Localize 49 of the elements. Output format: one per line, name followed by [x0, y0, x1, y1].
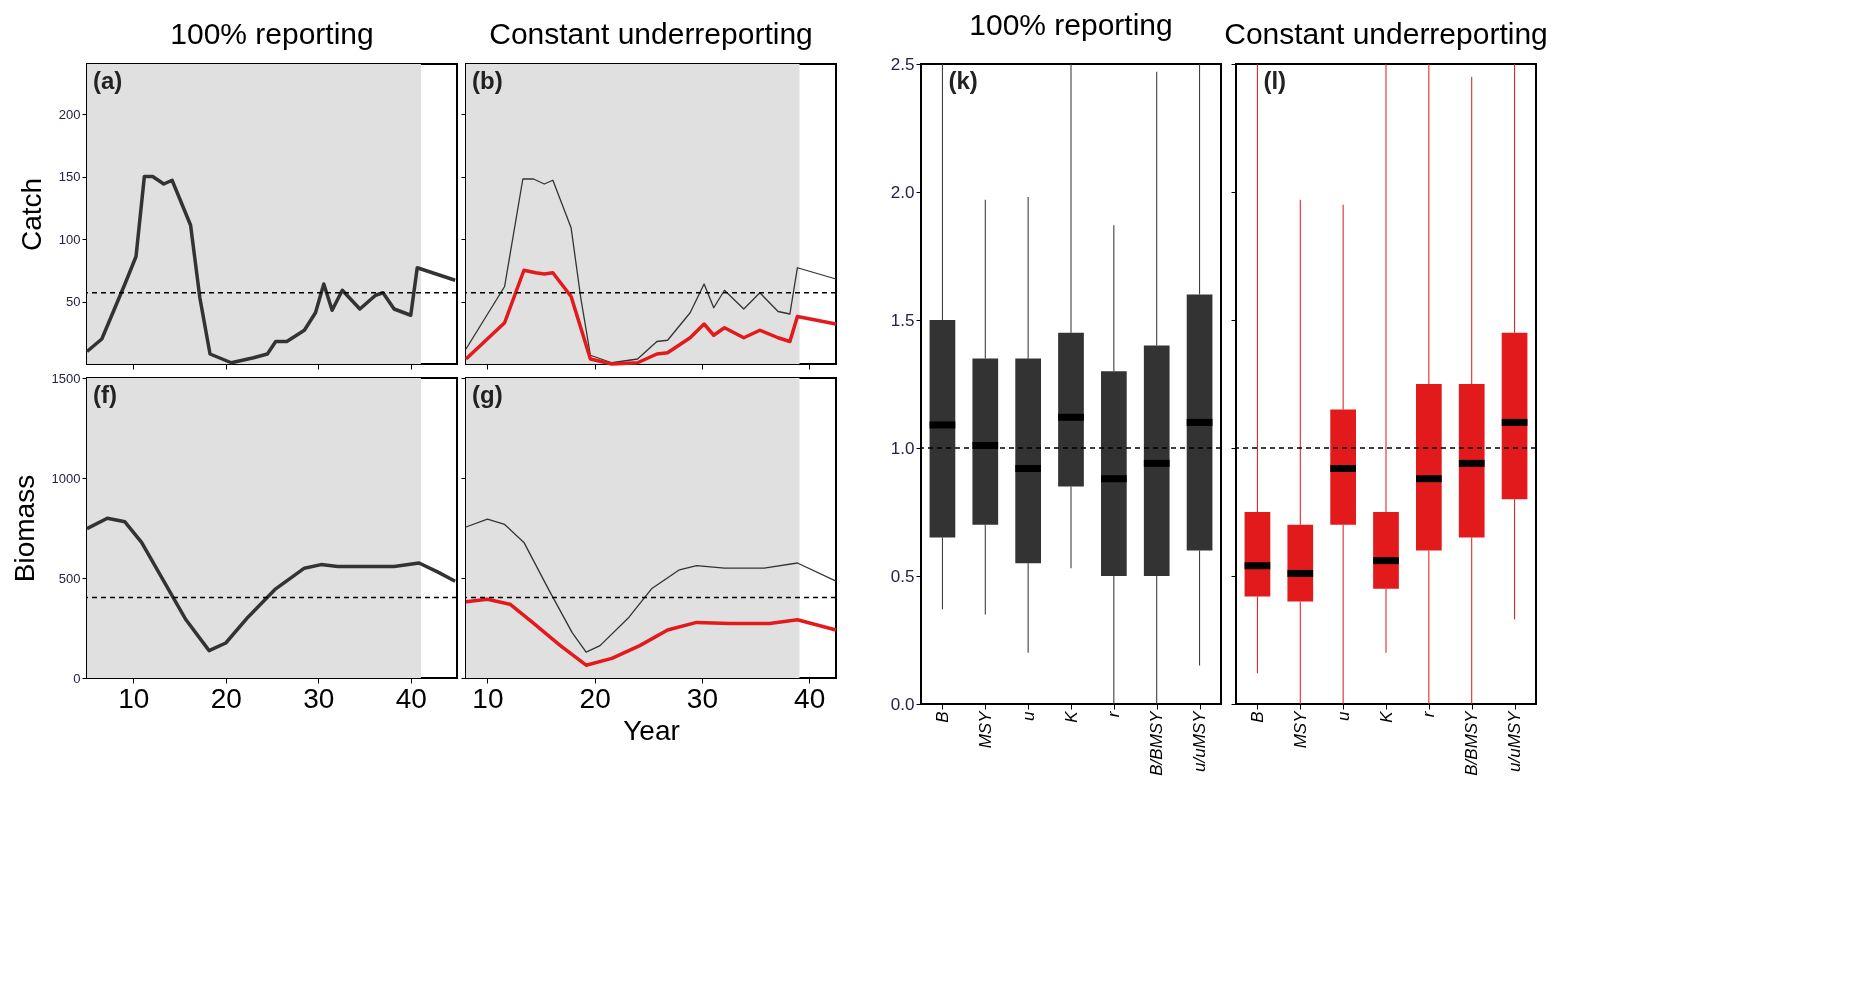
- x-axis-title: Year: [623, 714, 680, 746]
- y-tick-label: 2.0: [890, 182, 915, 202]
- x-tick-label: 30: [686, 682, 719, 714]
- y-axis-title: Biomass: [8, 474, 40, 583]
- x-tick-label: 20: [579, 682, 611, 714]
- annotation: (l): [1263, 67, 1287, 94]
- annotation: (g): [472, 381, 503, 408]
- chart-title: 100% reporting: [170, 17, 374, 50]
- x-tick-label: r: [1419, 710, 1439, 718]
- x-tick-label: B: [1247, 711, 1267, 723]
- x-tick-label: K: [1061, 710, 1081, 723]
- y-tick-label: 1000: [51, 470, 81, 486]
- x-tick-label: B: [932, 711, 952, 723]
- y-tick-label: 50: [66, 294, 81, 309]
- x-tick-label: 40: [794, 682, 826, 714]
- y-tick-label: 200: [58, 106, 81, 122]
- annotation: (b): [472, 67, 503, 94]
- y-tick-label: 0.0: [890, 694, 915, 714]
- x-tick-label: u/uMSY: [1190, 709, 1210, 772]
- annotation: (k): [948, 67, 978, 94]
- x-tick-label: r: [1104, 710, 1124, 718]
- y-tick-label: 1.0: [890, 438, 915, 458]
- annotation: (a): [93, 67, 123, 94]
- y-tick-label: 2.5: [890, 54, 915, 74]
- x-tick-label: MSY: [975, 709, 995, 749]
- x-tick-label: MSY: [1290, 709, 1310, 749]
- x-tick-label: B/BMSY: [1462, 709, 1482, 776]
- y-axis-title: Catch: [15, 177, 47, 252]
- x-tick-label: B/BMSY: [1147, 709, 1167, 776]
- x-tick-label: u: [1018, 710, 1038, 721]
- x-tick-label: 30: [303, 682, 335, 714]
- chart-title: Constant underreporting: [1224, 16, 1548, 50]
- annotation: (f): [93, 381, 117, 408]
- x-tick-label: 10: [118, 682, 150, 714]
- y-tick-label: 0: [73, 670, 81, 686]
- y-tick-label: 100: [58, 231, 81, 247]
- y-tick-label: 0.5: [890, 566, 915, 586]
- x-tick-label: u: [1333, 710, 1353, 721]
- chart-title: 100% reporting: [969, 8, 1173, 41]
- y-tick-label: 150: [58, 169, 81, 184]
- x-tick-label: K: [1376, 710, 1396, 723]
- chart-title: Constant underreporting: [489, 17, 813, 50]
- y-tick-label: 500: [58, 570, 81, 586]
- x-tick-label: 40: [395, 682, 427, 714]
- x-tick-label: 10: [472, 682, 504, 714]
- y-tick-label: 1500: [51, 370, 81, 386]
- x-tick-label: 20: [210, 682, 242, 714]
- y-tick-label: 1.5: [890, 310, 915, 330]
- x-tick-label: u/uMSY: [1505, 709, 1525, 772]
